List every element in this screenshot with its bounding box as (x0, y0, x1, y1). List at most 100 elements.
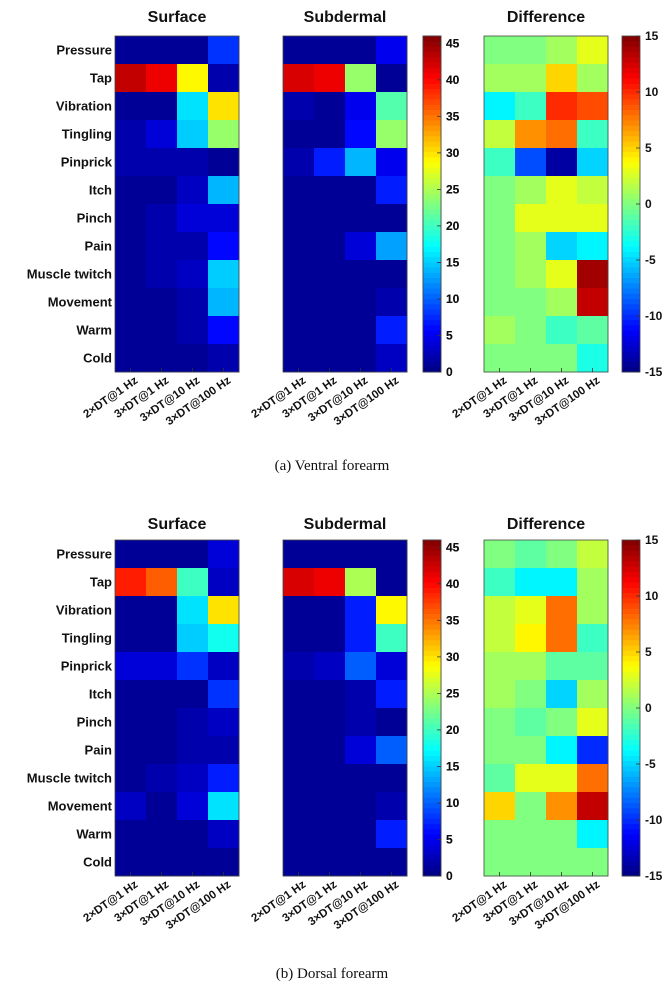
colorbar-tick-label: 10 (446, 796, 460, 810)
colorbar-step (423, 870, 441, 877)
heatmap-cell (515, 148, 547, 177)
colorbar-tick-label: 5 (446, 832, 453, 846)
colorbar-step (622, 345, 640, 352)
colorbar-step (423, 576, 441, 583)
colorbar-step (622, 288, 640, 294)
heatmap-cell (115, 232, 147, 261)
colorbar-step (622, 660, 640, 667)
panel-title: Surface (148, 516, 207, 533)
heatmap-cell (515, 232, 547, 261)
colorbar-step (423, 120, 441, 126)
heatmap-cell (577, 204, 609, 233)
heatmap-cell (515, 288, 547, 317)
heatmap-cell (208, 708, 240, 737)
row-label: Vibration (56, 99, 112, 114)
colorbar-step (622, 681, 640, 688)
colorbar-tick-label: 40 (446, 577, 460, 591)
colorbar-step (423, 57, 441, 63)
heatmap-cell (283, 204, 315, 233)
colorbar-step (622, 592, 640, 599)
heatmap-cell (546, 92, 578, 121)
colorbar-step (423, 225, 441, 231)
colorbar-step (423, 650, 441, 656)
colorbar-step (423, 608, 441, 614)
colorbar-tick-label: 15 (446, 255, 460, 269)
colorbar-step (622, 545, 640, 551)
colorbar-step (423, 723, 441, 730)
colorbar-step (622, 629, 640, 635)
row-label: Itch (89, 687, 112, 702)
colorbar-step (622, 204, 640, 210)
heatmap-cell (376, 260, 408, 289)
heatmap-cell (314, 820, 346, 849)
heatmap-cell (577, 64, 609, 93)
heatmap-cell (484, 316, 516, 345)
colorbar-step (423, 760, 441, 767)
heatmap-cell (484, 652, 516, 681)
colorbar-step (423, 340, 441, 347)
colorbar-tick-label: 20 (446, 723, 460, 737)
colorbar-step (423, 561, 441, 567)
colorbar-step (423, 83, 441, 89)
colorbar-step (423, 566, 441, 572)
heatmap-cell (283, 176, 315, 205)
colorbar-tick-label: 5 (645, 645, 652, 659)
colorbar-step (423, 267, 441, 273)
heatmap-cell (115, 120, 147, 149)
heatmap-cell (546, 288, 578, 317)
heatmap-cell (484, 848, 516, 877)
heatmap-cell (314, 288, 346, 317)
heatmap-cell (115, 288, 147, 317)
colorbar-step (423, 844, 441, 851)
colorbar-tick-label: 40 (446, 73, 460, 87)
heatmap-cell (314, 736, 346, 765)
heatmap-cell (146, 316, 178, 345)
colorbar-step (622, 83, 640, 89)
row-label: Cold (83, 351, 112, 366)
heatmap-cell (546, 680, 578, 709)
heatmap-cell (515, 36, 547, 65)
colorbar-step (423, 177, 441, 184)
heatmap-cell (376, 680, 408, 709)
heatmap-cell (345, 764, 377, 793)
heatmap-cell (515, 848, 547, 877)
colorbar-tick-label: 15 (446, 255, 460, 269)
heatmap-cell (115, 64, 147, 93)
heatmap-cell (376, 792, 408, 821)
heatmap-cell (283, 764, 315, 793)
heatmap-cell (283, 92, 315, 121)
colorbar-step (622, 718, 640, 725)
heatmap-cell (484, 820, 516, 849)
colorbar-step (622, 729, 640, 735)
heatmap-cell (484, 148, 516, 177)
colorbar-tick-label: 5 (446, 328, 453, 342)
colorbar-step (622, 844, 640, 851)
colorbar-step (622, 676, 640, 683)
panel-title: Subdermal (304, 9, 387, 26)
colorbar-step (622, 72, 640, 79)
heatmap-cell (345, 624, 377, 653)
colorbar-step (423, 51, 441, 58)
heatmap-cell (376, 204, 408, 233)
colorbar-step (622, 855, 640, 861)
heatmap-cell (577, 764, 609, 793)
colorbar-tick-label: 5 (446, 328, 453, 342)
heatmap-cell (376, 344, 408, 373)
heatmap-cell (208, 204, 240, 233)
colorbar-tick-label: 45 (446, 36, 460, 50)
heatmap-cell (314, 260, 346, 289)
heatmap-cell (577, 232, 609, 261)
row-label: Pinprick (61, 155, 113, 170)
heatmap-cell (577, 624, 609, 653)
colorbar-step (622, 671, 640, 677)
colorbar-step (423, 739, 441, 746)
colorbar-step (423, 555, 441, 562)
colorbar-step (622, 792, 640, 798)
row-label: Pressure (56, 43, 112, 58)
colorbar-step (622, 597, 640, 604)
colorbar-tick-label: 40 (446, 577, 460, 591)
colorbar-step (423, 681, 441, 688)
colorbar-step (423, 776, 441, 782)
heatmap-cell (484, 232, 516, 261)
colorbar-step (622, 624, 640, 630)
